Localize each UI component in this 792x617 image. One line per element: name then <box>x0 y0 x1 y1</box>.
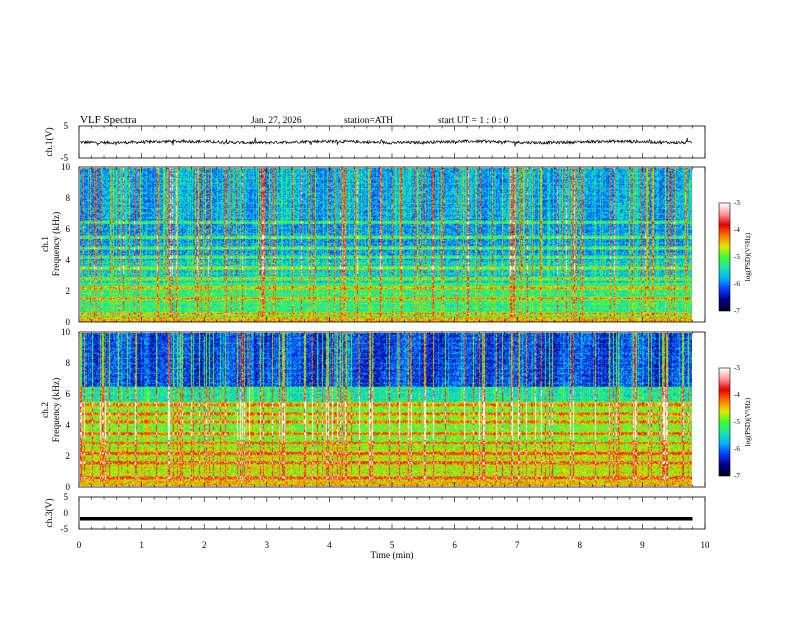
ch1-colorbar-label: log(PSD)(V²/Hz) <box>744 232 752 281</box>
ch3-panel: 5 0 -5 ch.3(V) 0 1 2 3 4 5 6 7 8 9 10 Time (min) <box>44 492 710 561</box>
ch1-spectrogram-panel: 0 2 4 6 8 10 ch.1 Frequency (kHz) -3 -4 … <box>41 162 752 327</box>
time-tick-label: 2 <box>202 540 207 550</box>
ch1-ytick-top: 5 <box>64 121 69 131</box>
ch1-cb-tick-m4: -4 <box>734 226 740 234</box>
time-tick-label: 1 <box>139 540 144 550</box>
ch1-xticks <box>78 126 706 158</box>
ch2-spectrogram-yticks: 0 2 4 6 8 10 <box>61 327 71 492</box>
time-axis-tick-labels: 0 1 2 3 4 5 6 7 8 9 10 <box>77 540 710 550</box>
time-tick-label: 3 <box>265 540 270 550</box>
ch2-spectrogram-xticks <box>78 332 706 487</box>
ch1-freq-tick-6: 6 <box>66 224 71 234</box>
station-label: station=ATH <box>344 116 393 126</box>
time-tick-label: 8 <box>578 540 583 550</box>
ch1-waveform-line <box>80 137 693 147</box>
ch1-colorbar-frame <box>718 202 731 312</box>
time-tick-label: 0 <box>77 540 82 550</box>
start-ut-label: start UT = 1 : 0 : 0 <box>438 116 509 126</box>
ch2-freq-tick-2: 2 <box>66 451 71 461</box>
ch2-colorbar-label: log(PSD)(V²/Hz) <box>744 397 752 446</box>
ch2-cb-tick-m7: -7 <box>734 472 740 480</box>
ch1-ytick-bottom: -5 <box>61 153 69 163</box>
ch2-spectrogram-ylabel: Frequency (kHz) <box>51 378 62 443</box>
ch1-cb-tick-m3: -3 <box>734 199 740 207</box>
ch2-colorbar-frame <box>718 367 731 477</box>
ch3-xticks <box>78 497 706 529</box>
ch1-spectrogram-prefix: ch.1 <box>41 236 51 252</box>
ch2-freq-tick-6: 6 <box>66 389 71 399</box>
colorbar-gradient <box>719 368 730 476</box>
ch1-panel: 5 -5 ch.1(V) <box>44 121 706 163</box>
time-tick-label: 10 <box>701 540 711 550</box>
ch1-spectrogram-xticks <box>78 167 706 322</box>
ch2-freq-tick-0: 0 <box>66 482 71 492</box>
ch2-spectrogram-panel: 0 2 4 6 8 10 ch.2 Frequency (kHz) -3 -4 … <box>41 327 752 492</box>
ch1-spectrogram-image <box>80 168 692 322</box>
time-tick-label: 4 <box>327 540 332 550</box>
ch1-freq-tick-10: 10 <box>61 162 71 172</box>
ch2-spectrogram-prefix: ch.2 <box>41 402 51 418</box>
ch1-colorbar-ticks: -3 -4 -5 -6 -7 <box>734 199 740 315</box>
ch2-freq-tick-10: 10 <box>61 327 71 337</box>
ch2-freq-tick-8: 8 <box>66 358 71 368</box>
ch1-freq-tick-2: 2 <box>66 286 71 296</box>
ch1-ylabel: ch.1(V) <box>44 127 55 156</box>
ch2-spectrogram-image <box>80 333 692 486</box>
ch2-cb-tick-m6: -6 <box>734 445 740 453</box>
ch3-ylabel: ch.3(V) <box>44 498 55 527</box>
ch2-freq-tick-4: 4 <box>66 420 71 430</box>
time-tick-label: 9 <box>640 540 645 550</box>
ch1-cb-tick-m7: -7 <box>734 307 740 315</box>
ch1-freq-tick-4: 4 <box>66 255 71 265</box>
ch2-cb-tick-m4: -4 <box>734 391 740 399</box>
time-tick-label: 6 <box>452 540 457 550</box>
time-axis-label: Time (min) <box>370 550 413 561</box>
ch3-ytick-bottom: -5 <box>61 524 69 534</box>
date-label: Jan. 27, 2026 <box>251 116 302 126</box>
ch2-cb-tick-m5: -5 <box>734 418 740 426</box>
ch2-cb-tick-m3: -3 <box>734 364 740 372</box>
ch3-ytick-top: 5 <box>64 492 69 502</box>
time-tick-label: 7 <box>515 540 520 550</box>
ch1-spectrogram-yticks: 0 2 4 6 8 10 <box>61 162 71 327</box>
ch2-colorbar-ticks: -3 -4 -5 -6 -7 <box>734 364 740 480</box>
ch3-ytick-mid: 0 <box>64 508 69 518</box>
ch1-freq-tick-0: 0 <box>66 317 71 327</box>
ch1-spectrogram-ylabel: Frequency (kHz) <box>51 212 62 277</box>
colorbar-gradient <box>719 203 730 311</box>
ch1-freq-tick-8: 8 <box>66 193 71 203</box>
ch1-cb-tick-m5: -5 <box>734 253 740 261</box>
ch1-cb-tick-m6: -6 <box>734 280 740 288</box>
figure-title: VLF Spectra <box>80 114 137 126</box>
time-tick-label: 5 <box>390 540 395 550</box>
